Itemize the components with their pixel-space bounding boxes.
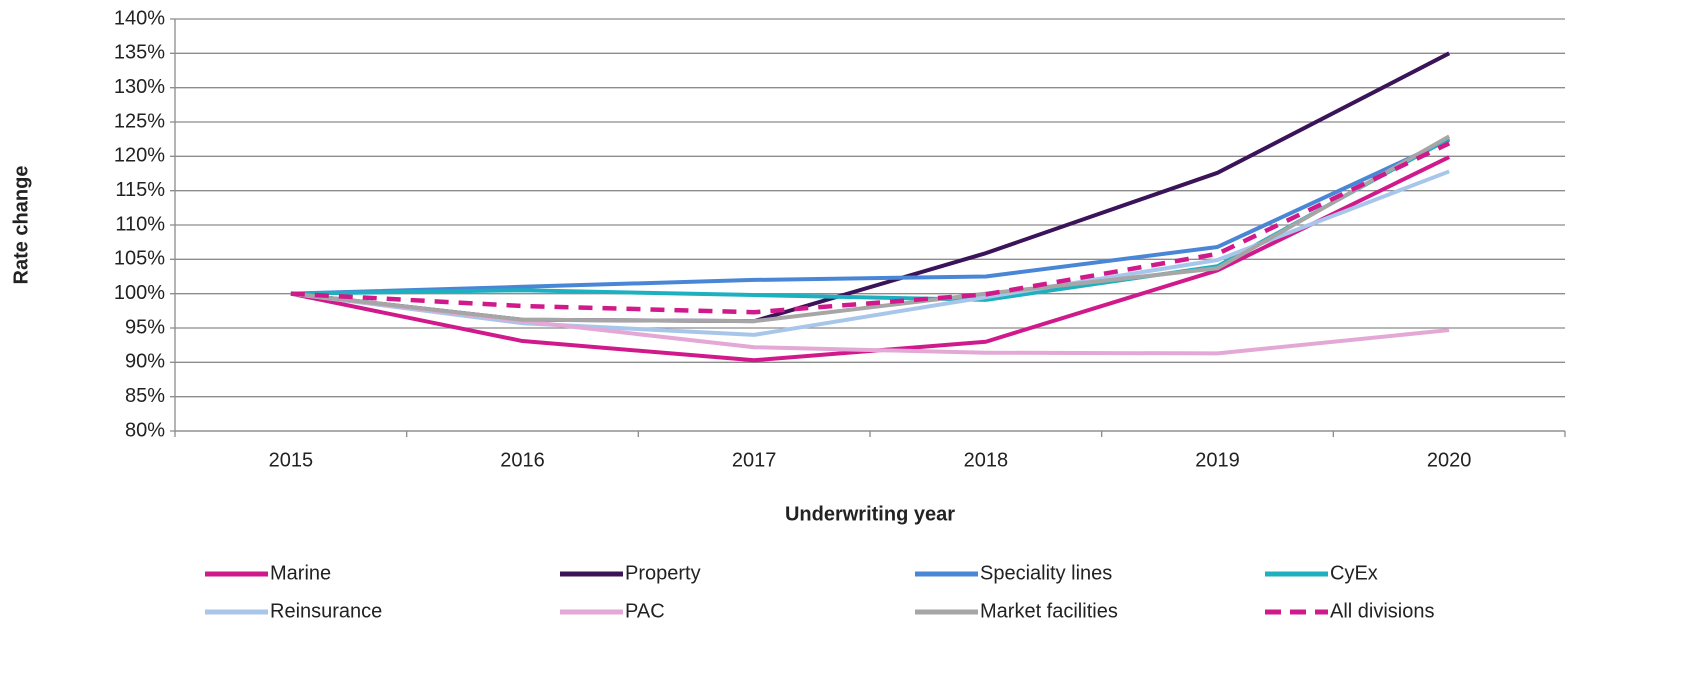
legend-label: Speciality lines <box>980 562 1112 584</box>
y-tick-label: 120% <box>114 145 165 167</box>
x-tick-label: 2019 <box>1195 449 1240 471</box>
y-tick-label: 85% <box>125 385 165 407</box>
y-tick-label: 105% <box>114 248 165 270</box>
legend-label: Property <box>625 562 701 584</box>
legend-label: Reinsurance <box>270 600 382 622</box>
series-line <box>290 51 1451 324</box>
y-tick-label: 80% <box>125 419 165 441</box>
x-tick-label: 2017 <box>732 449 777 471</box>
x-tick-label: 2018 <box>964 449 1009 471</box>
x-tick-label: 2020 <box>1427 449 1472 471</box>
y-tick-label: 115% <box>115 179 165 201</box>
y-tick-label: 140% <box>114 7 165 29</box>
y-axis-title: Rate change <box>10 166 32 285</box>
y-tick-label: 125% <box>114 110 165 132</box>
legend-label: Marine <box>270 562 331 584</box>
legend-label: PAC <box>625 600 665 622</box>
y-tick-label: 95% <box>125 316 165 338</box>
x-tick-label: 2015 <box>269 449 314 471</box>
y-tick-label: 130% <box>114 76 165 98</box>
y-tick-label: 90% <box>125 351 165 373</box>
series-line <box>290 141 1451 315</box>
series-line <box>290 138 1451 296</box>
series-line <box>290 155 1451 363</box>
y-tick-label: 100% <box>114 282 165 304</box>
legend-label: Market facilities <box>980 600 1118 622</box>
x-tick-label: 2016 <box>500 449 545 471</box>
y-tick-label: 135% <box>114 42 165 64</box>
series-line <box>290 134 1451 324</box>
legend-label: All divisions <box>1330 600 1434 622</box>
y-tick-label: 110% <box>115 213 165 235</box>
x-axis-title: Underwriting year <box>785 503 955 525</box>
legend-label: CyEx <box>1330 562 1378 584</box>
series-line <box>290 169 1450 337</box>
